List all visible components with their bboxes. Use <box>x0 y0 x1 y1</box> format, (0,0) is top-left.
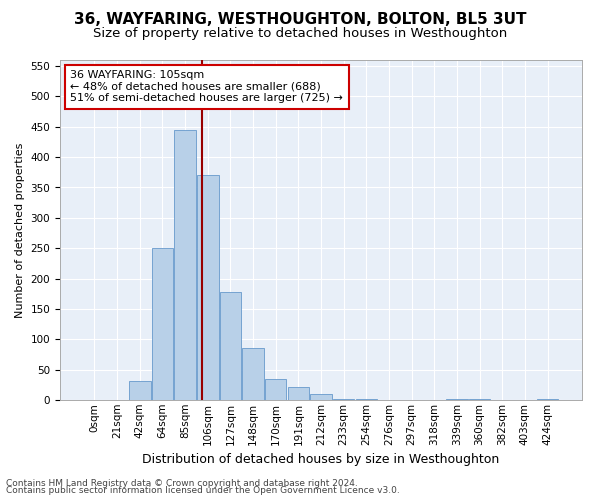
X-axis label: Distribution of detached houses by size in Westhoughton: Distribution of detached houses by size … <box>142 453 500 466</box>
Text: 36 WAYFARING: 105sqm
← 48% of detached houses are smaller (688)
51% of semi-deta: 36 WAYFARING: 105sqm ← 48% of detached h… <box>70 70 343 103</box>
Bar <box>287 386 309 400</box>
Bar <box>197 176 218 400</box>
Bar <box>242 348 264 400</box>
Bar <box>129 380 151 400</box>
Bar <box>152 248 173 400</box>
Text: 36, WAYFARING, WESTHOUGHTON, BOLTON, BL5 3UT: 36, WAYFARING, WESTHOUGHTON, BOLTON, BL5… <box>74 12 526 28</box>
Y-axis label: Number of detached properties: Number of detached properties <box>15 142 25 318</box>
Text: Contains public sector information licensed under the Open Government Licence v3: Contains public sector information licen… <box>6 486 400 495</box>
Bar <box>333 399 355 400</box>
Bar <box>265 379 286 400</box>
Bar <box>175 130 196 400</box>
Text: Size of property relative to detached houses in Westhoughton: Size of property relative to detached ho… <box>93 28 507 40</box>
Bar <box>310 394 332 400</box>
Bar <box>220 292 241 400</box>
Text: Contains HM Land Registry data © Crown copyright and database right 2024.: Contains HM Land Registry data © Crown c… <box>6 478 358 488</box>
